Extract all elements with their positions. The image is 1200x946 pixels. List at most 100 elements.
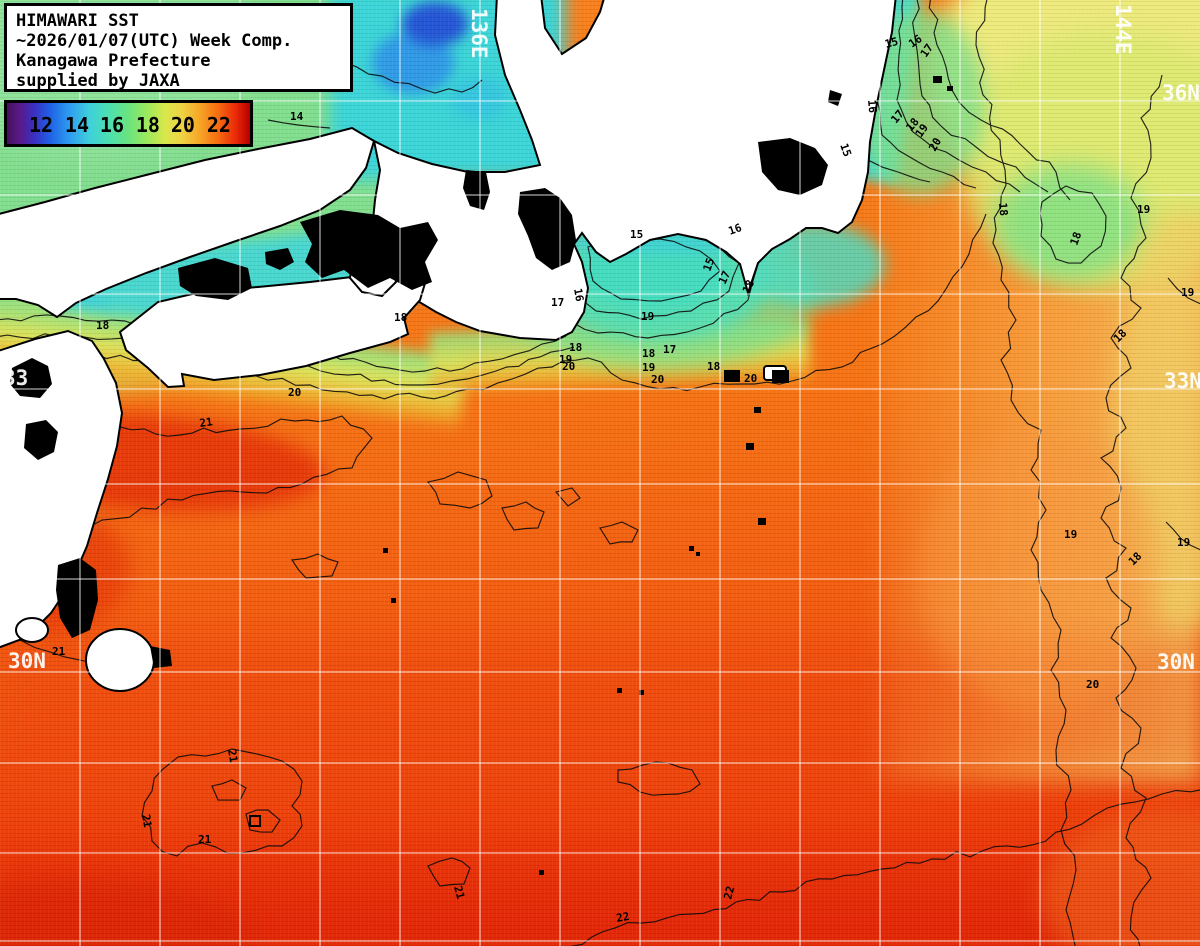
coord-label: 144E [1111, 4, 1135, 55]
contour-label: 22 [721, 885, 737, 901]
contour-label: 21 [451, 884, 467, 901]
isotherm-contour [912, 0, 1049, 193]
izu-island-3 [754, 407, 761, 413]
colorbar-tick: 20 [170, 113, 195, 137]
title-box: HIMAWARI SST ~2026/01/07(UTC) Week Comp.… [4, 3, 353, 92]
isotherm-contour [427, 857, 471, 887]
bay-kagoshima [56, 558, 98, 638]
contour-label: 18 [642, 347, 655, 360]
lake-biwa [463, 170, 490, 210]
title-line-1: HIMAWARI SST [16, 11, 139, 31]
bay-ise [518, 188, 576, 270]
contour-label: 20 [562, 360, 575, 373]
isotherm-contour [617, 761, 701, 796]
coord-label: 33N [1164, 369, 1200, 393]
coordinate-labels: 36N 33N 30N 30N 33 136E 144E [3, 4, 1200, 674]
bay-seto-patch-2 [265, 248, 294, 270]
contour-label: 15 [701, 256, 718, 273]
contour-label: 17 [663, 343, 676, 356]
contour-label: 19 [913, 121, 931, 139]
contour-label: 18 [1126, 550, 1145, 569]
contour-label: 20 [1086, 678, 1099, 691]
contour-label: 19 [641, 310, 654, 323]
land-shikoku [118, 269, 428, 389]
contour-label: 21 [52, 645, 66, 658]
contour-label: 20 [926, 136, 944, 154]
isotherm-contour [245, 809, 281, 833]
isotherm-contour [501, 501, 545, 531]
colorbar-tick: 22 [206, 113, 231, 137]
contour-label: 17 [551, 296, 564, 309]
isotherm-contour [1039, 185, 1107, 264]
contour-label: 14 [290, 110, 304, 123]
bay-osaka-complex [300, 210, 438, 290]
contour-label: 18 [740, 278, 757, 296]
contour-label: 19 [1177, 536, 1190, 549]
colorbar-tick: 12 [28, 113, 54, 137]
contour-label: 20 [744, 372, 757, 385]
contour-label: 17 [918, 41, 936, 59]
coord-label: 33 [3, 366, 28, 390]
izu-island-4 [746, 443, 754, 450]
isotherm-contour [975, 0, 1077, 946]
contour-label: 21 [198, 833, 212, 846]
contour-label: 18 [96, 319, 109, 332]
cape-boso-black [828, 90, 842, 106]
izu-island-2 [772, 370, 789, 383]
contour-label: 18 [1068, 230, 1085, 247]
isotherm-contour [928, 0, 1071, 201]
contour-label: 19 [559, 353, 572, 366]
colorbar-tick: 16 [99, 113, 125, 137]
bay-seto-patch-1 [178, 258, 252, 300]
isotherm-contour [291, 553, 339, 579]
isotherm-contour [0, 415, 373, 575]
contour-label: 20 [651, 373, 664, 386]
title-line-4: supplied by JAXA [16, 71, 180, 91]
contour-label: 19 [642, 361, 655, 374]
isotherm-contour [1167, 277, 1200, 305]
izu-island-5 [758, 518, 766, 525]
island-left-edge-blob [10, 358, 52, 398]
contour-label: 17 [716, 269, 733, 287]
title-line-3: Kanagawa Prefecture [16, 51, 211, 71]
isotherm-contour [211, 779, 247, 801]
contour-label: 18 [996, 202, 1010, 216]
contour-label: 20 [288, 386, 301, 399]
coord-label: 30N [8, 649, 46, 673]
temperature-colorbar: 12 14 16 18 20 22 [4, 100, 253, 147]
isotherm-contour [896, 0, 1021, 193]
contour-label: 16 [571, 287, 586, 303]
title-line-2: ~2026/01/07(UTC) Week Comp. [16, 31, 293, 51]
contour-label: 19 [1181, 286, 1194, 299]
contour-label: 16 [865, 99, 879, 114]
land-small-island-west [15, 617, 49, 643]
contour-label: 17 [888, 107, 906, 126]
colorbar-tick: 18 [135, 113, 160, 137]
isotherm-contour [599, 521, 639, 545]
coord-label: 36N [1162, 81, 1200, 105]
contour-label: 15 [883, 35, 899, 51]
contour-label: 18 [394, 311, 407, 324]
land-yakushima-island [85, 628, 155, 692]
bay-kyushu-west-1 [24, 420, 58, 460]
contour-label: 19 [1064, 528, 1077, 541]
isotherm-contour [1100, 74, 1163, 946]
contour-label: 21 [225, 748, 240, 764]
izu-island-1 [724, 370, 740, 382]
no-data-bays [10, 76, 953, 875]
contour-label: 15 [837, 142, 854, 159]
contour-label: 19 [1137, 203, 1150, 216]
contour-label: 18 [707, 360, 720, 373]
isotherm-contour [570, 789, 1200, 946]
contour-label: 22 [615, 910, 630, 925]
bay-tokyo [758, 138, 828, 195]
island-fringe-yakushima [150, 646, 172, 668]
isotherm-contour [554, 487, 581, 507]
contour-label: 18 [569, 341, 582, 354]
isotherm-contour [141, 748, 303, 857]
coord-label: 136E [467, 8, 491, 59]
contour-label: 21 [139, 813, 154, 829]
